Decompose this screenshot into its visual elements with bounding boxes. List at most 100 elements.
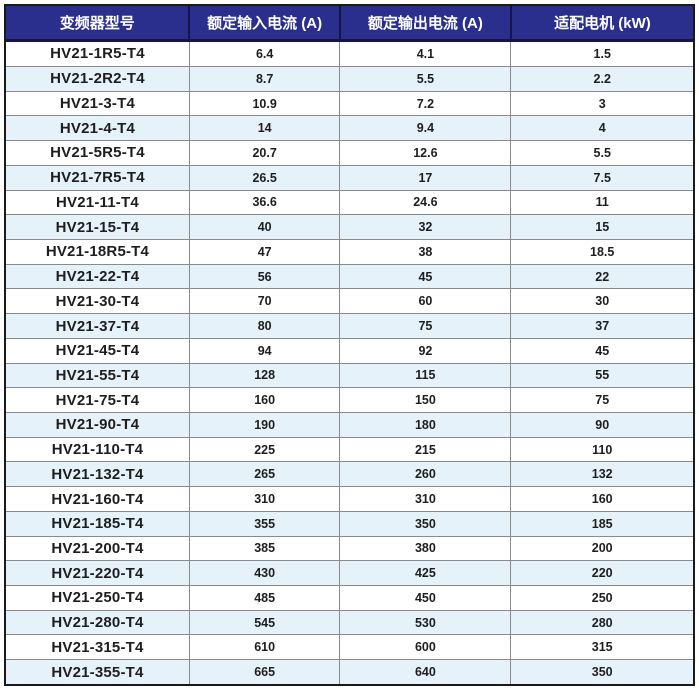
cell-model: HV21-45-T4 [6,337,190,364]
table-row: HV21-30-T4 70 60 30 [6,288,693,315]
cell-motor: 160 [510,486,693,512]
cell-output-current: 4.1 [339,40,512,67]
cell-input-current: 26.5 [188,164,341,191]
table-header: 变频器型号 额定输入电流 (A) 额定输出电流 (A) 适配电机 (kW) [6,6,693,42]
table-row: HV21-160-T4 310 310 160 [6,486,693,512]
table-row: HV21-315-T4 610 600 315 [6,634,693,661]
cell-input-current: 610 [188,634,341,661]
cell-output-current: 24.6 [339,189,512,216]
table-row: HV21-11-T4 36.6 24.6 11 [6,189,693,216]
cell-model: HV21-200-T4 [6,535,190,562]
cell-model: HV21-3-T4 [6,90,190,117]
table-row: HV21-1R5-T4 6.4 4.1 1.5 [6,40,693,67]
cell-output-current: 75 [339,313,512,339]
cell-motor: 55 [510,362,693,389]
cell-motor: 2.2 [510,65,693,92]
cell-input-current: 40 [188,214,341,240]
cell-motor: 11 [510,189,693,216]
cell-output-current: 9.4 [339,115,512,142]
table-row: HV21-280-T4 545 530 280 [6,609,693,636]
cell-input-current: 8.7 [188,65,341,92]
header-row: 变频器型号 额定输入电流 (A) 额定输出电流 (A) 适配电机 (kW) [6,6,693,42]
cell-motor: 37 [510,313,693,339]
cell-output-current: 310 [339,486,512,512]
cell-output-current: 7.2 [339,90,512,117]
cell-input-current: 128 [188,362,341,389]
cell-input-current: 14 [188,115,341,142]
table-row: HV21-185-T4 355 350 185 [6,510,693,537]
cell-motor: 185 [510,510,693,537]
cell-model: HV21-2R2-T4 [6,65,190,92]
table-row: HV21-3-T4 10.9 7.2 3 [6,90,693,117]
cell-motor: 110 [510,436,693,463]
cell-input-current: 94 [188,337,341,364]
cell-model: HV21-132-T4 [6,461,190,488]
cell-motor: 75 [510,387,693,414]
cell-output-current: 350 [339,510,512,537]
cell-input-current: 6.4 [188,40,341,67]
cell-motor: 220 [510,560,693,587]
cell-output-current: 425 [339,560,512,587]
table-row: HV21-90-T4 190 180 90 [6,412,693,438]
cell-input-current: 665 [188,659,341,684]
cell-output-current: 32 [339,214,512,240]
table-row: HV21-250-T4 485 450 250 [6,585,693,611]
cell-input-current: 10.9 [188,90,341,117]
cell-model: HV21-55-T4 [6,362,190,389]
cell-motor: 4 [510,115,693,142]
cell-input-current: 80 [188,313,341,339]
cell-model: HV21-7R5-T4 [6,164,190,191]
cell-model: HV21-280-T4 [6,609,190,636]
cell-motor: 3 [510,90,693,117]
cell-input-current: 310 [188,486,341,512]
cell-output-current: 640 [339,659,512,684]
cell-motor: 15 [510,214,693,240]
cell-input-current: 36.6 [188,189,341,216]
cell-motor: 7.5 [510,164,693,191]
cell-model: HV21-355-T4 [6,659,190,684]
cell-model: HV21-220-T4 [6,560,190,587]
cell-output-current: 150 [339,387,512,414]
table-row: HV21-75-T4 160 150 75 [6,387,693,414]
cell-model: HV21-110-T4 [6,436,190,463]
cell-input-current: 225 [188,436,341,463]
cell-input-current: 485 [188,585,341,611]
inverter-spec-table: 变频器型号 额定输入电流 (A) 额定输出电流 (A) 适配电机 (kW) HV… [6,6,693,684]
cell-motor: 5.5 [510,140,693,166]
cell-motor: 90 [510,412,693,438]
cell-model: HV21-4-T4 [6,115,190,142]
cell-motor: 18.5 [510,238,693,265]
cell-motor: 200 [510,535,693,562]
cell-motor: 132 [510,461,693,488]
cell-motor: 45 [510,337,693,364]
table-row: HV21-132-T4 265 260 132 [6,461,693,488]
cell-input-current: 265 [188,461,341,488]
cell-model: HV21-250-T4 [6,585,190,611]
cell-input-current: 355 [188,510,341,537]
cell-input-current: 70 [188,288,341,315]
table-row: HV21-22-T4 56 45 22 [6,263,693,290]
table-row: HV21-2R2-T4 8.7 5.5 2.2 [6,65,693,92]
cell-output-current: 530 [339,609,512,636]
cell-input-current: 20.7 [188,140,341,166]
cell-model: HV21-30-T4 [6,288,190,315]
table-body: HV21-1R5-T4 6.4 4.1 1.5 HV21-2R2-T4 8.7 5.5 2.2… [6,40,693,684]
table-row: HV21-110-T4 225 215 110 [6,436,693,463]
cell-model: HV21-185-T4 [6,510,190,537]
cell-motor: 30 [510,288,693,315]
cell-output-current: 92 [339,337,512,364]
cell-input-current: 56 [188,263,341,290]
cell-input-current: 47 [188,238,341,265]
cell-model: HV21-1R5-T4 [6,40,190,67]
cell-output-current: 45 [339,263,512,290]
cell-model: HV21-37-T4 [6,313,190,339]
table-row: HV21-355-T4 665 640 350 [6,659,693,684]
table-row: HV21-18R5-T4 47 38 18.5 [6,238,693,265]
header-model: 变频器型号 [6,6,190,42]
cell-motor: 280 [510,609,693,636]
cell-model: HV21-5R5-T4 [6,140,190,166]
cell-input-current: 430 [188,560,341,587]
table-row: HV21-37-T4 80 75 37 [6,313,693,339]
cell-output-current: 38 [339,238,512,265]
cell-motor: 1.5 [510,40,693,67]
